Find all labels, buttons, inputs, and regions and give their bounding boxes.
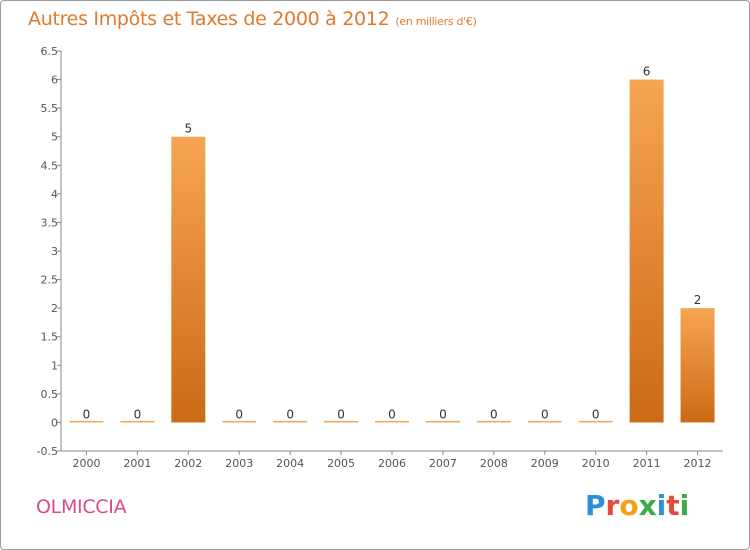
bar (324, 420, 359, 423)
bar (629, 79, 664, 423)
x-tick-label: 2007 (429, 457, 457, 470)
bar (527, 420, 562, 423)
y-tick-label: 2 (51, 302, 58, 315)
x-tick-label: 2002 (174, 457, 202, 470)
bar (375, 420, 409, 423)
y-tick-label: 6 (51, 74, 58, 87)
y-tick-label: 4.5 (41, 159, 59, 172)
y-tick-label: 6.5 (41, 45, 59, 58)
data-label: 0 (439, 407, 447, 421)
x-tick-label: 2010 (582, 457, 610, 470)
data-label: 0 (83, 407, 91, 421)
data-label: 0 (286, 407, 294, 421)
y-tick-label: 0.5 (41, 388, 59, 401)
bar (476, 420, 511, 423)
y-tick-label: 1 (51, 359, 58, 372)
bar (171, 136, 206, 423)
y-tick-label: 3.5 (41, 216, 59, 229)
data-label: 0 (541, 407, 549, 421)
logo-letter: o (619, 489, 639, 522)
bar (425, 420, 460, 423)
x-tick-label: 2006 (378, 457, 406, 470)
title-text: Autres Impôts et Taxes de 2000 à 2012 (28, 8, 390, 30)
data-label: 0 (388, 407, 396, 421)
data-label: 6 (643, 65, 651, 79)
logo-letter: r (605, 489, 620, 522)
bar (120, 420, 155, 423)
x-tick-label: 2004 (276, 457, 304, 470)
y-tick-label: 4 (51, 188, 58, 201)
data-label: 0 (134, 407, 142, 421)
y-tick-label: 3 (51, 245, 58, 258)
data-label: 2 (694, 293, 702, 307)
data-label: 0 (592, 407, 600, 421)
proxiti-logo: Proxiti (585, 489, 689, 522)
bar (222, 420, 257, 423)
y-tick-label: 5.5 (41, 102, 59, 115)
y-tick-label: -0.5 (37, 445, 58, 458)
bar (578, 420, 613, 423)
bar (69, 420, 104, 423)
x-tick-label: 2012 (684, 457, 712, 470)
x-tick-label: 2009 (531, 457, 559, 470)
chart-title: Autres Impôts et Taxes de 2000 à 2012 (en… (28, 8, 477, 30)
data-label: 0 (235, 407, 243, 421)
x-tick-label: 2000 (72, 457, 100, 470)
data-label: 5 (184, 122, 192, 136)
bar (680, 308, 715, 423)
logo-letter: i (656, 489, 667, 522)
logo-letter: x (638, 489, 657, 522)
logo-letter: t (666, 489, 680, 522)
y-tick-label: 5 (51, 131, 58, 144)
logo-letter: P (585, 489, 606, 522)
unit-note: (en milliers d'€) (395, 15, 477, 28)
x-tick-label: 2008 (480, 457, 508, 470)
x-tick-label: 2003 (225, 457, 253, 470)
x-tick-label: 2005 (327, 457, 355, 470)
commune-name: OLMICCIA (36, 496, 127, 518)
x-tick-label: 2001 (123, 457, 151, 470)
bar (273, 420, 308, 423)
data-label: 0 (337, 407, 345, 421)
y-tick-label: 1.5 (41, 331, 59, 344)
y-tick-label: 0 (51, 416, 58, 429)
data-label: 0 (490, 407, 498, 421)
logo-letter: i (679, 489, 690, 522)
x-tick-label: 2011 (633, 457, 661, 470)
y-tick-label: 2.5 (41, 274, 59, 287)
